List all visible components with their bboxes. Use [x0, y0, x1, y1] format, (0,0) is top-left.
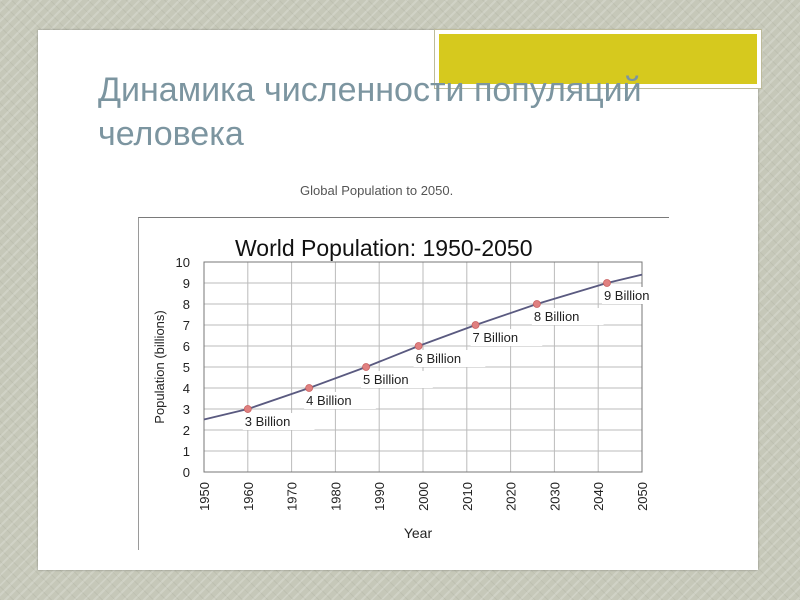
milestone-label: 7 Billion — [473, 330, 519, 345]
x-tick-label: 1980 — [328, 482, 343, 511]
x-tick-label: 2040 — [591, 482, 606, 511]
y-tick-label: 9 — [183, 276, 190, 291]
milestone-marker — [471, 321, 480, 329]
x-tick-label: 1990 — [372, 482, 387, 511]
y-tick-label: 7 — [183, 318, 190, 333]
milestone-marker — [414, 342, 423, 350]
y-tick-label: 0 — [183, 465, 190, 480]
x-tick-label: 2020 — [504, 482, 519, 511]
milestone-label-bg — [470, 329, 543, 346]
milestone-marker — [243, 405, 252, 413]
y-axis-label: Population (billions) — [152, 310, 167, 423]
y-tick-label: 1 — [183, 444, 190, 459]
world-population-chart: 0 1 2 3 4 5 6 7 8 9 10 1950 1960 1970 1980 1990 2000 2010… — [152, 235, 669, 541]
y-tick-label: 4 — [183, 381, 190, 396]
milestone-marker — [603, 279, 611, 287]
milestone-label: 8 Billion — [534, 309, 580, 324]
milestone-label-bg — [242, 413, 315, 430]
x-tick-label: 1970 — [285, 482, 300, 511]
milestone-label: 5 Billion — [363, 372, 409, 387]
y-tick-label: 5 — [183, 360, 190, 375]
x-tick-label: 1960 — [241, 482, 256, 511]
y-tick-label: 10 — [176, 255, 190, 270]
milestone-label-bg — [531, 308, 604, 325]
chart-title: World Population: 1950-2050 — [235, 235, 533, 261]
milestone-label: 6 Billion — [416, 351, 462, 366]
milestone-label: 9 Billion — [604, 288, 650, 303]
chart-panel: 0 1 2 3 4 5 6 7 8 9 10 1950 1960 1970 1980 1990 2000 2010… — [138, 217, 669, 550]
milestone-marker — [532, 300, 541, 308]
y-tick-label: 3 — [183, 402, 190, 417]
y-tick-label: 8 — [183, 297, 190, 312]
y-tick-label: 2 — [183, 423, 190, 438]
milestone-label-bg — [413, 350, 486, 367]
x-tick-label: 2030 — [547, 482, 562, 511]
milestone-label-bg — [361, 371, 433, 388]
accent-box — [435, 30, 761, 88]
x-tick-label: 2050 — [635, 482, 650, 511]
milestone-marker — [362, 363, 370, 371]
x-axis-label: Year — [404, 525, 433, 541]
y-tick-label: 6 — [183, 339, 190, 354]
x-tick-label: 2000 — [416, 482, 431, 511]
x-tick-label: 2010 — [460, 482, 475, 511]
slide-title: Динамика численности популяций человека — [98, 71, 642, 153]
milestone-label-bg — [601, 287, 669, 304]
milestone-marker — [305, 384, 314, 392]
chart-caption: Global Population to 2050. — [300, 183, 454, 198]
plot-frame — [203, 261, 643, 473]
milestone-label: 3 Billion — [245, 414, 291, 429]
milestone-label: 4 Billion — [306, 393, 352, 408]
x-tick-label: 1950 — [197, 482, 212, 511]
milestone-label-bg — [304, 392, 376, 409]
